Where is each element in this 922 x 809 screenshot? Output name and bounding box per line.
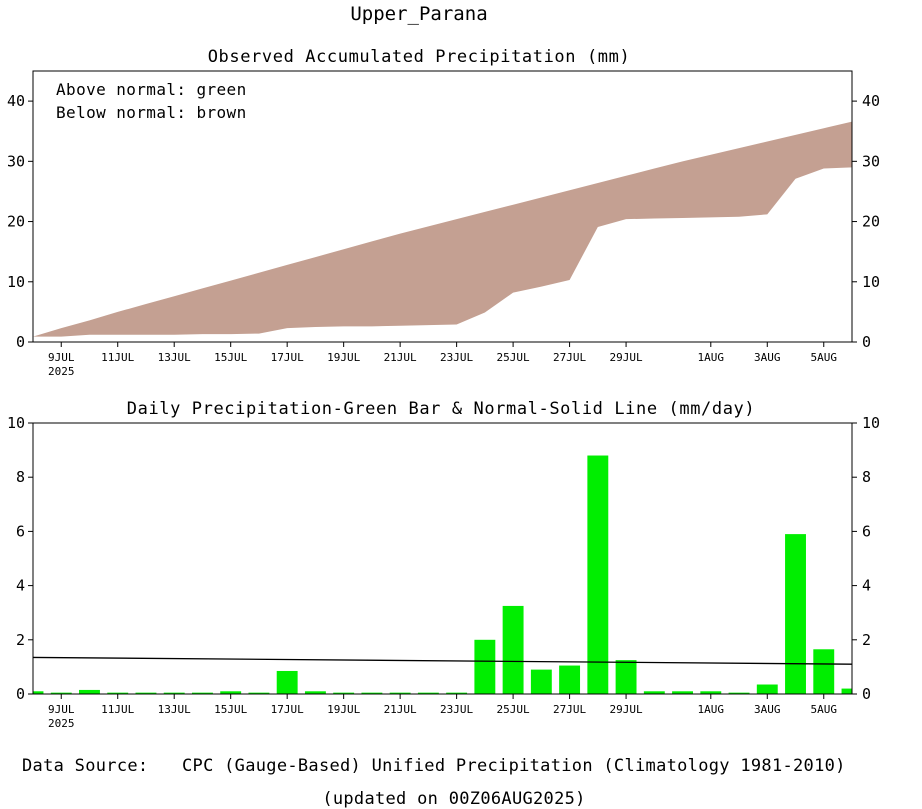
daily-precip-bar [559, 665, 581, 694]
daily-precip-bar [813, 649, 835, 694]
daily-precip-bar [446, 692, 468, 694]
legend-above-normal: Above normal: green [56, 80, 247, 99]
1-ytick-label-left: 4 [16, 577, 25, 595]
daily-precip-bar [417, 692, 439, 694]
0-ytick-label-right: 0 [862, 333, 871, 351]
0-ytick-label-left: 10 [7, 273, 25, 291]
1-ytick-label-left: 2 [16, 631, 25, 649]
daily-precip-bar [672, 691, 694, 694]
daily-precip-bar [615, 660, 637, 694]
1-xtick-label: 13JUL [158, 703, 191, 716]
0-xtick-label: 1AUG [698, 351, 725, 364]
data-source-label: Data Source: [22, 756, 148, 776]
normal-daily-line [32, 656, 853, 665]
1-xtick-label: 19JUL [327, 703, 360, 716]
1-xtick-label: 15JUL [214, 703, 247, 716]
1-ytick-label-left: 6 [16, 522, 25, 540]
0-ytick-label-right: 40 [862, 92, 880, 110]
daily-precip-bar [333, 692, 355, 694]
1-xtick-label: 21JUL [384, 703, 417, 716]
daily-precip-bar [50, 692, 72, 694]
1-ytick-label-right: 4 [862, 577, 871, 595]
daily-precip-bar [107, 692, 129, 694]
1-ytick-label-left: 8 [16, 468, 25, 486]
daily-precip-bar [135, 692, 157, 694]
daily-precip-bar [304, 691, 326, 694]
1-xtick-label: 23JUL [440, 703, 473, 716]
1-xtick-label: 11JUL [101, 703, 134, 716]
below-normal-area [33, 121, 852, 337]
daily-precip-bar [79, 689, 100, 694]
0-xtick-label: 15JUL [214, 351, 247, 364]
daily-precip-bar [276, 670, 298, 694]
1-xtick-label: 27JUL [553, 703, 586, 716]
0-xtick-label: 23JUL [440, 351, 473, 364]
1-ytick-label-left: 0 [16, 685, 25, 703]
0-xtick-label: 5AUG [811, 351, 838, 364]
daily-precip-bar [587, 455, 609, 694]
1-ytick-label-right: 8 [862, 468, 871, 486]
0-xtick-label: 9JUL [48, 351, 75, 364]
daily-precip-bar [728, 692, 750, 694]
1-ytick-label-left: 10 [7, 414, 25, 432]
0-xtick-label: 27JUL [553, 351, 586, 364]
daily-precip-bar [361, 692, 383, 694]
1-xtick-label: 17JUL [271, 703, 304, 716]
daily-plot-frame [32, 422, 853, 695]
daily-chart-title: Daily Precipitation-Green Bar & Normal-S… [127, 399, 755, 419]
daily-precip-bar [163, 692, 185, 694]
1-ytick-label-right: 6 [862, 522, 871, 540]
1-xtick-label: 29JUL [610, 703, 643, 716]
0-ytick-label-left: 40 [7, 92, 25, 110]
daily-precip-bar [248, 692, 270, 694]
daily-precip-bar [502, 605, 524, 694]
0-ytick-label-right: 10 [862, 273, 880, 291]
1-xtick-label: 1AUG [698, 703, 725, 716]
daily-precip-bar [474, 639, 496, 694]
0-ytick-label-left: 0 [16, 333, 25, 351]
legend-below-normal: Below normal: brown [56, 103, 247, 122]
0-xtick-label: 29JUL [610, 351, 643, 364]
0-xtick-label: 21JUL [384, 351, 417, 364]
daily-precip-bar [191, 692, 213, 694]
daily-precip-bar [643, 691, 665, 694]
0-xtick-label: 19JUL [327, 351, 360, 364]
daily-precip-bar [785, 534, 806, 694]
1-xtick-label: 3AUG [754, 703, 781, 716]
updated-timestamp: (updated on 00Z06AUG2025) [322, 789, 585, 809]
daily-precip-bar [530, 669, 552, 694]
1-xtick-label: 5AUG [811, 703, 838, 716]
accumulated-plot-area [33, 121, 852, 337]
1-ytick-label-right: 0 [862, 685, 871, 703]
1-ytick-label-right: 2 [862, 631, 871, 649]
1-xtick-label: 9JUL [48, 703, 75, 716]
1-xtick-label: 25JUL [497, 703, 530, 716]
0-ytick-label-right: 20 [862, 213, 880, 231]
0-xtick-label: 11JUL [101, 351, 134, 364]
0-xtick-label: 3AUG [754, 351, 781, 364]
daily-precip-bar [756, 684, 778, 694]
daily-precip-bar [700, 691, 722, 694]
data-source-text: CPC (Gauge-Based) Unified Precipitation … [182, 756, 846, 776]
accumulated-plot-frame [32, 70, 853, 343]
daily-plot-area [32, 455, 853, 694]
accumulated-chart-title: Observed Accumulated Precipitation (mm) [208, 47, 631, 67]
1-ytick-label-right: 10 [862, 414, 880, 432]
1-xtick-year-label: 2025 [48, 717, 75, 730]
daily-precip-bar [33, 691, 44, 694]
figure-title: Upper_Parana [350, 3, 487, 25]
0-xtick-label: 25JUL [497, 351, 530, 364]
0-ytick-label-left: 20 [7, 213, 25, 231]
daily-precip-bar [841, 688, 852, 694]
0-ytick-label-left: 30 [7, 152, 25, 170]
0-ytick-label-right: 30 [862, 152, 880, 170]
0-xtick-year-label: 2025 [48, 365, 75, 378]
daily-precip-bar [389, 692, 411, 694]
0-xtick-label: 17JUL [271, 351, 304, 364]
daily-precip-bar [220, 691, 242, 694]
0-xtick-label: 13JUL [158, 351, 191, 364]
